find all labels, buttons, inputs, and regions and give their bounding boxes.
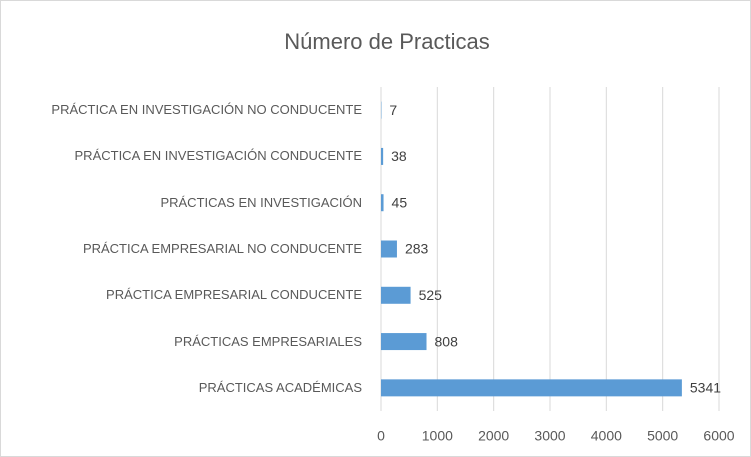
bar: [381, 240, 397, 258]
y-tick-label: PRÁCTICAS EN INVESTIGACIÓN: [160, 194, 362, 210]
y-tick-label: PRÁCTICA EN INVESTIGACIÓN CONDUCENTE: [74, 148, 362, 164]
y-tick-label: PRÁCTICAS EMPRESARIALES: [174, 333, 362, 349]
y-tick-label-box: PRÁCTICAS EN INVESTIGACIÓN: [160, 192, 362, 214]
data-label: 283: [405, 241, 429, 257]
bar: [381, 379, 682, 397]
data-label: 5341: [690, 380, 721, 396]
y-tick-label-box: PRÁCTICA EMPRESARIAL NO CONDUCENTE: [83, 238, 362, 260]
y-tick-label-box: PRÁCTICA EN INVESTIGACIÓN NO CONDUCENTE: [51, 99, 362, 121]
y-tick-label: PRÁCTICA EMPRESARIAL CONDUCENTE: [106, 287, 362, 303]
bar: [381, 286, 411, 304]
chart-title: Número de Practicas: [284, 29, 489, 54]
data-label: 808: [435, 333, 459, 349]
x-tick-label: 0: [377, 428, 385, 444]
y-tick-label: PRÁCTICA EN INVESTIGACIÓN NO CONDUCENTE: [51, 102, 362, 118]
y-tick-label: PRÁCTICAS ACADÉMICAS: [198, 379, 362, 395]
bar: [381, 333, 427, 351]
data-label: 38: [391, 148, 407, 164]
bar: [381, 147, 384, 165]
y-tick-label-box: PRÁCTICA EN INVESTIGACIÓN CONDUCENTE: [75, 145, 362, 167]
y-tick-label-box: PRÁCTICAS EMPRESARIALES: [174, 331, 362, 353]
y-tick-label-box: PRÁCTICA EMPRESARIAL CONDUCENTE: [106, 284, 362, 306]
y-tick-label: PRÁCTICA EMPRESARIAL NO CONDUCENTE: [82, 241, 362, 256]
data-label: 7: [389, 102, 397, 118]
x-tick-label: 1000: [422, 428, 453, 444]
x-tick-label: 3000: [534, 428, 565, 444]
x-tick-label: 2000: [478, 428, 509, 444]
x-tick-label: 5000: [647, 428, 678, 444]
x-tick-label: 6000: [703, 428, 734, 444]
x-tick-label: 4000: [591, 428, 622, 444]
y-tick-label-box: PRÁCTICAS ACADÉMICAS: [199, 377, 362, 399]
data-label: 45: [392, 194, 408, 210]
data-label: 525: [419, 287, 443, 303]
bar: [381, 194, 384, 212]
